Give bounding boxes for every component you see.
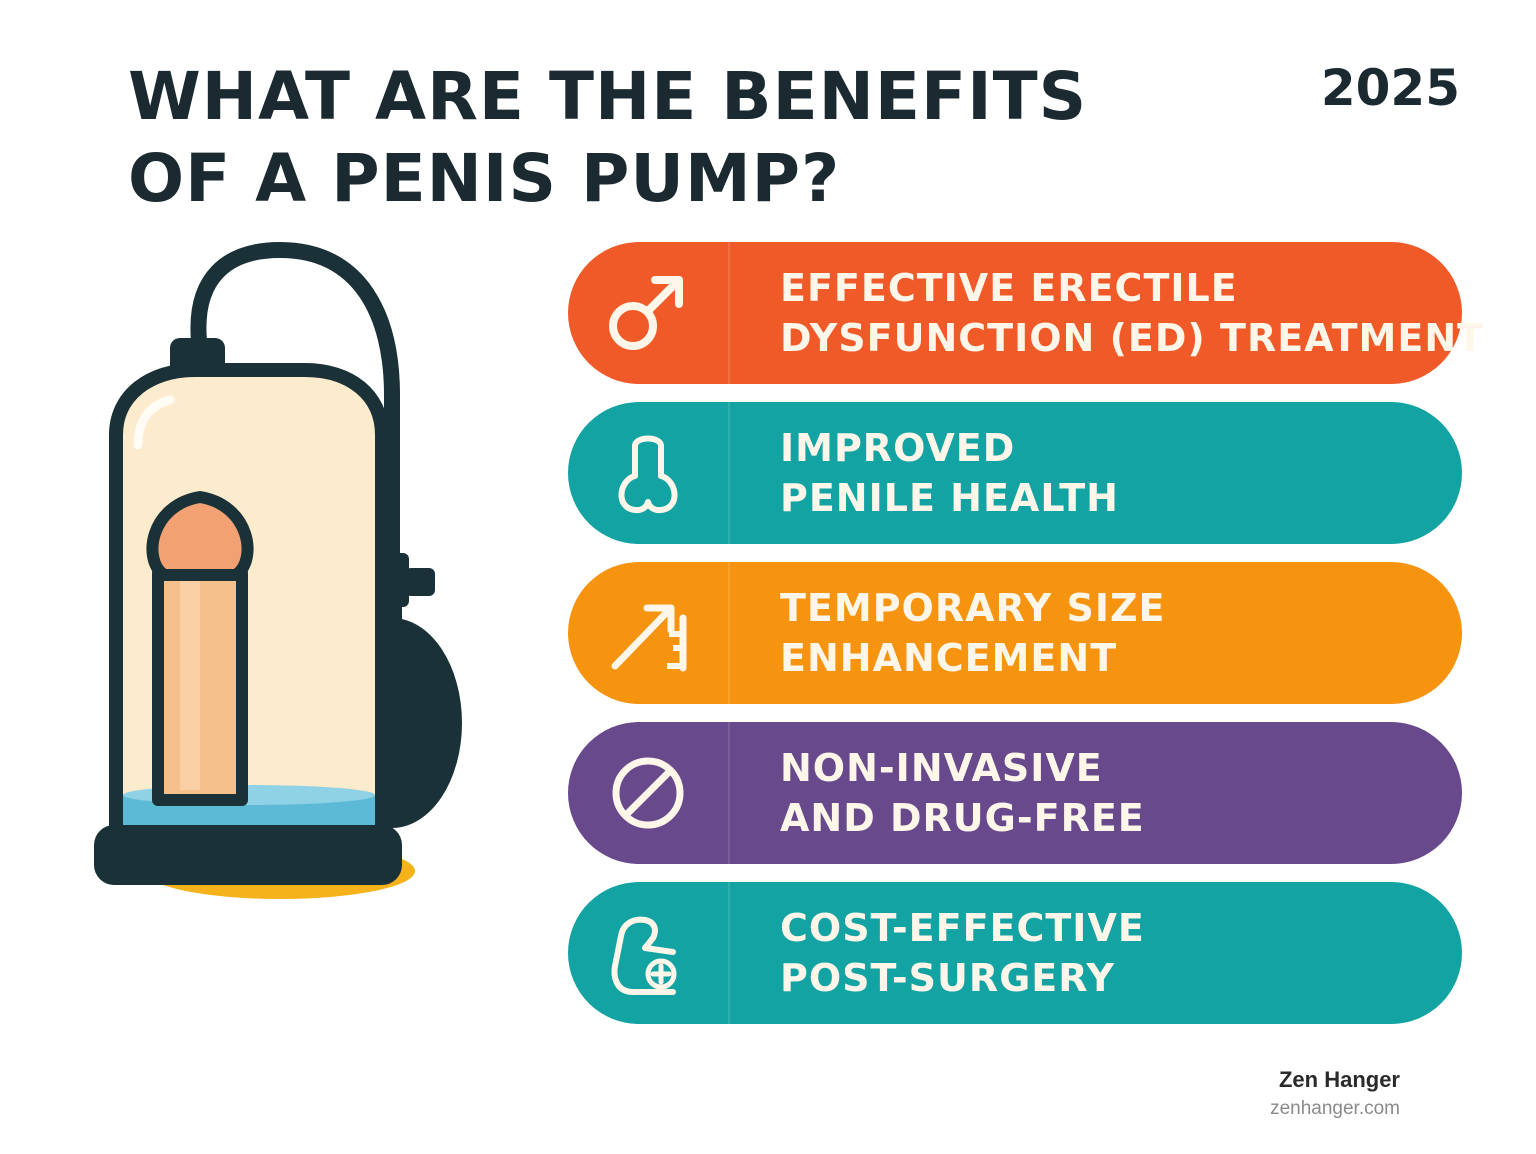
benefit-line-2: ENHANCEMENT [780,636,1118,680]
medical-plus-icon [568,882,730,1024]
benefit-line-2: AND DRUG-FREE [780,796,1145,840]
brand-name: Zen Hanger [1278,1067,1400,1092]
benefits-list: EFFECTIVE ERECTILE DYSFUNCTION (ED) TREA… [568,242,1483,1042]
benefit-line-1: COST-EFFECTIVE [780,906,1145,950]
site-url[interactable]: zenhanger.com [1270,1098,1400,1119]
benefit-line-1: EFFECTIVE ERECTILE [780,266,1238,310]
benefit-line-1: NON-INVASIVE [780,746,1103,790]
health-outline-icon [568,402,730,544]
benefit-label: EFFECTIVE ERECTILE DYSFUNCTION (ED) TREA… [730,263,1484,363]
size-arrow-icon [568,562,730,704]
page-title: WHAT ARE THE BENEFITS OF A PENIS PUMP? [128,56,1178,220]
benefit-non-invasive: NON-INVASIVE AND DRUG-FREE [568,722,1462,864]
benefit-label: IMPROVED PENILE HEALTH [730,423,1119,523]
benefit-line-2: PENILE HEALTH [780,476,1119,520]
benefit-label: TEMPORARY SIZE ENHANCEMENT [730,583,1165,683]
year-label: 2025 [1320,59,1460,117]
benefit-cost-effective: COST-EFFECTIVE POST-SURGERY [568,882,1462,1024]
benefit-ed-treatment: EFFECTIVE ERECTILE DYSFUNCTION (ED) TREA… [568,242,1483,384]
penis-pump-icon [80,235,500,915]
title-line-1: WHAT ARE THE BENEFITS [128,58,1088,135]
benefit-line-1: TEMPORARY SIZE [780,586,1166,630]
benefit-line-1: IMPROVED [780,426,1016,470]
prohibited-icon [568,722,730,864]
benefit-penile-health: IMPROVED PENILE HEALTH [568,402,1462,544]
benefit-line-2: DYSFUNCTION (ED) TREATMENT [780,316,1485,360]
benefit-label: COST-EFFECTIVE POST-SURGERY [730,903,1145,1003]
benefit-label: NON-INVASIVE AND DRUG-FREE [730,743,1145,843]
benefit-size-enhancement: TEMPORARY SIZE ENHANCEMENT [568,562,1462,704]
footer-credit: Zen Hanger zenhanger.com [1270,1066,1400,1124]
male-symbol-icon [568,242,730,384]
benefit-line-2: POST-SURGERY [780,956,1115,1000]
title-line-2: OF A PENIS PUMP? [128,140,841,217]
